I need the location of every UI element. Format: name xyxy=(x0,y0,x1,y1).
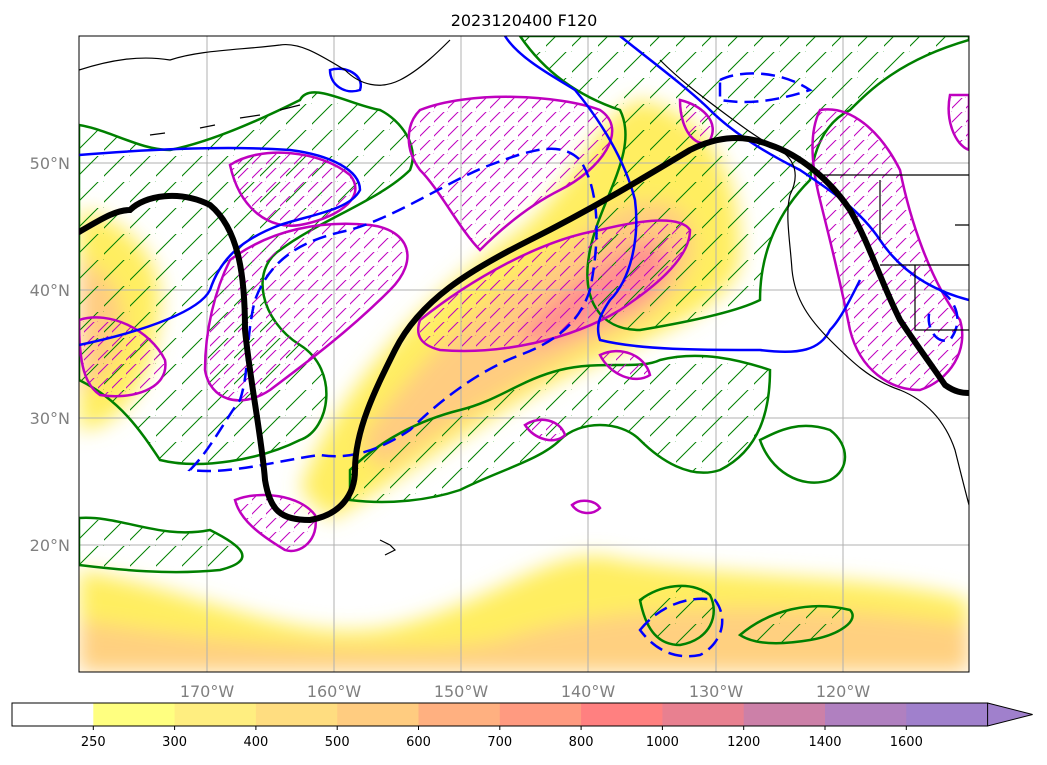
colorbar-segment xyxy=(12,703,94,726)
magenta-region-3 xyxy=(203,222,409,402)
contour-overlays xyxy=(79,36,969,658)
colorbar-tick-label: 1000 xyxy=(646,735,679,750)
colorbar-segment xyxy=(174,703,257,726)
colorbar-segment xyxy=(743,703,826,726)
magenta-region-2 xyxy=(407,95,614,252)
lat-label-50n: 50°N xyxy=(30,154,70,173)
ivt-south-mid xyxy=(79,607,969,672)
coastline-north-america xyxy=(659,59,969,506)
blue-dashed-contour-3 xyxy=(638,597,724,658)
colorbar-tick-label: 600 xyxy=(406,735,431,750)
colorbar-segment xyxy=(337,703,419,726)
colorbar-segment xyxy=(255,703,338,726)
green-hatched-region-sw xyxy=(79,516,244,574)
colorbar-tick-label: 250 xyxy=(81,735,106,750)
lon-label-140w: 140°W xyxy=(561,682,616,701)
black-thick-contour xyxy=(79,135,969,524)
green-hatched-region-south1 xyxy=(638,584,715,647)
lat-label-20n: 20°N xyxy=(30,536,70,555)
colorbar-tick-label: 800 xyxy=(569,735,594,750)
coastlines xyxy=(79,39,969,556)
map-panel xyxy=(78,35,970,673)
colorbar-tick-label: 500 xyxy=(325,735,350,750)
magenta-region-4 xyxy=(416,219,692,353)
magenta-region-1 xyxy=(228,151,357,227)
coastline-aleutians xyxy=(149,104,301,136)
blue-dashed-contour-4 xyxy=(927,288,959,342)
blue-contour-2 xyxy=(503,36,862,354)
lat-label-40n: 40°N xyxy=(30,281,70,300)
colorbar-segment xyxy=(418,703,501,726)
lon-label-160w: 160°W xyxy=(307,682,362,701)
lat-label-30n: 30°N xyxy=(30,409,70,428)
colorbar-segment xyxy=(499,703,582,726)
colorbar-segment xyxy=(662,703,745,726)
lon-label-120w: 120°W xyxy=(816,682,871,701)
blue-contour-1 xyxy=(79,146,362,347)
colorbar-tick-label: 400 xyxy=(243,735,268,750)
colorbar-segment xyxy=(906,703,989,726)
colorbar-segment xyxy=(581,703,663,726)
magenta-region-5 xyxy=(79,316,167,398)
longitude-labels: 170°W 160°W 150°W 140°W 130°W 120°W xyxy=(180,682,871,701)
latitude-labels: 50°N 40°N 30°N 20°N xyxy=(30,154,70,555)
hawaii-islands xyxy=(379,539,397,556)
colorbar: 250 300 400 500 600 700 800 1000 1200 1400 1600 xyxy=(11,702,1033,750)
magenta-region-12 xyxy=(570,499,602,515)
colorbar-segment xyxy=(825,703,907,726)
colorbar-segment xyxy=(93,703,176,726)
colorbar-tick-label: 300 xyxy=(162,735,187,750)
blue-dashed-contour-1 xyxy=(187,147,598,473)
green-hatched-region-south2 xyxy=(737,604,854,645)
state-borders xyxy=(879,180,969,331)
colorbar-tick-label: 1400 xyxy=(808,735,841,750)
coastline-alaska xyxy=(79,39,451,86)
magenta-region-9 xyxy=(233,493,318,553)
colorbar-tick-label: 1600 xyxy=(890,735,923,750)
colorbar-extend-arrow xyxy=(987,702,1033,727)
lon-label-170w: 170°W xyxy=(180,682,235,701)
map-frame xyxy=(78,35,970,673)
colorbar-tick-label: 1200 xyxy=(727,735,760,750)
blue-dashed-contour-2 xyxy=(718,72,813,104)
magenta-region-10 xyxy=(523,418,567,442)
colorbar-tick-label: 700 xyxy=(487,735,512,750)
magenta-region-11 xyxy=(598,349,652,381)
map-title: 2023120400 F120 xyxy=(451,11,598,30)
lon-label-150w: 150°W xyxy=(434,682,489,701)
lon-label-130w: 130°W xyxy=(689,682,744,701)
green-contour-east xyxy=(758,424,847,484)
